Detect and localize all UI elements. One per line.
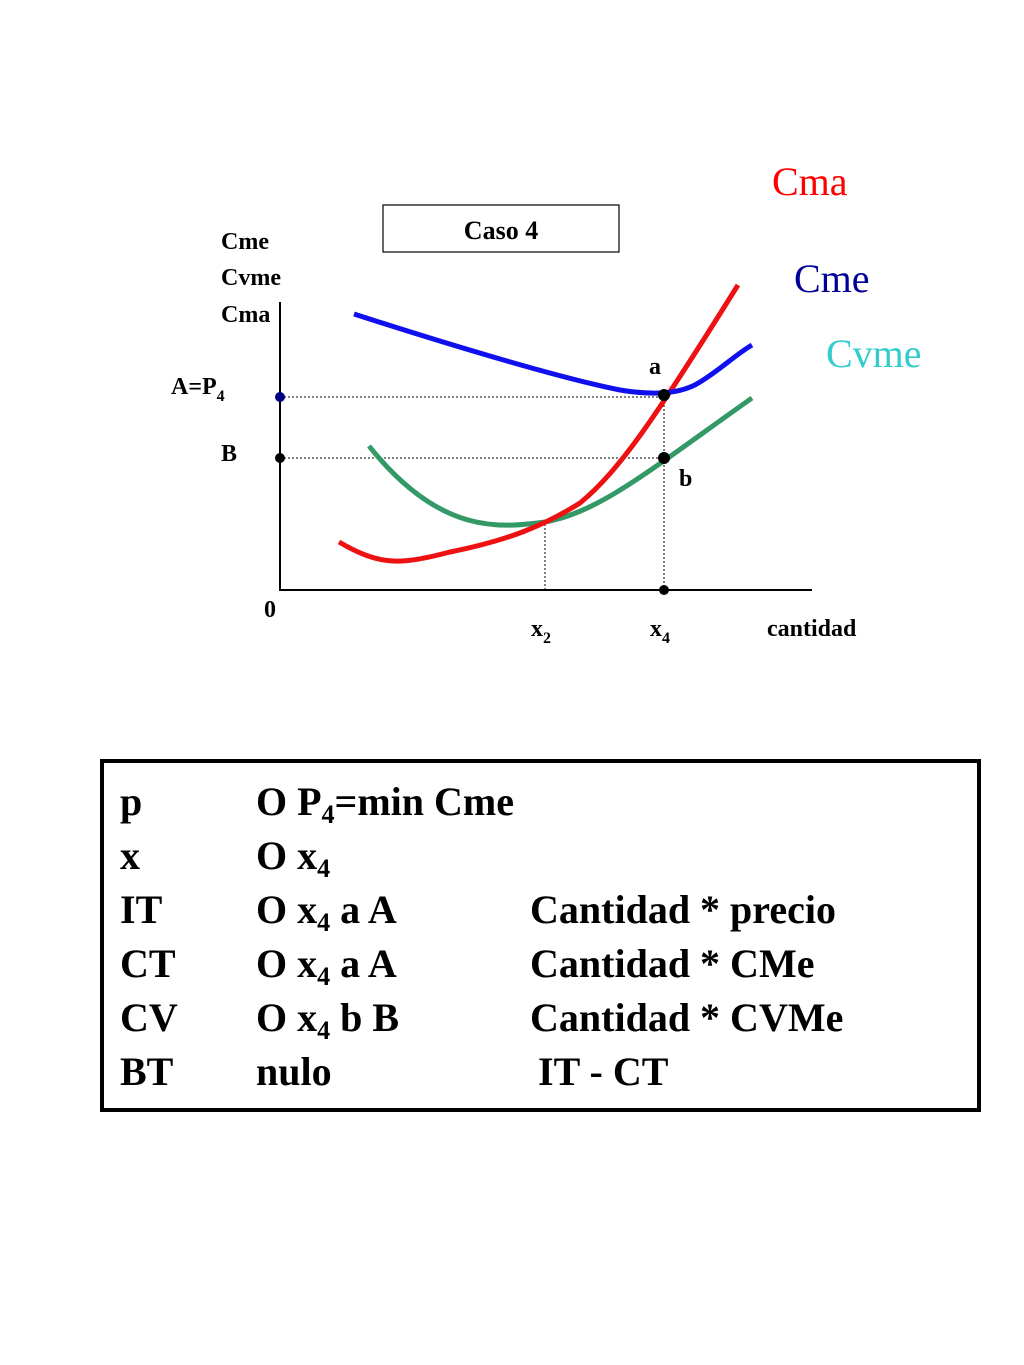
row-formula: Cantidad * CMe: [530, 941, 815, 986]
legend-cvme: Cvme: [826, 331, 922, 376]
y-axis-label-cma: Cma: [221, 302, 270, 328]
cme-curve: [353, 311, 754, 396]
summary-table: p O P4=min Cme x O x4 IT O x4 a A Cantid…: [100, 759, 981, 1112]
row-formula: Cantidad * precio: [530, 887, 836, 932]
x4-label: x4: [650, 616, 670, 647]
cma-curve: [337, 283, 741, 564]
row-variable: BT: [120, 1049, 174, 1094]
point-level-b-axis: [275, 453, 285, 463]
row-variable: CV: [120, 995, 178, 1040]
row-variable: IT: [120, 887, 163, 932]
level-label-b: B: [221, 441, 237, 467]
x2-label: x2: [531, 616, 551, 647]
cost-curves-diagram: Caso 4 Cme Cvme Cma Cma Cme Cvme a b A=P…: [171, 159, 922, 647]
row-formula: IT - CT: [538, 1049, 669, 1094]
row-formula: Cantidad * CVMe: [530, 995, 844, 1040]
y-axis-label-cvme: Cvme: [221, 265, 281, 291]
row-variable: x: [120, 833, 140, 878]
case-label: Caso 4: [464, 216, 538, 245]
cvme-curve: [367, 395, 754, 528]
price-label-a: A=P4: [171, 374, 225, 405]
y-axis-label-cme: Cme: [221, 229, 269, 255]
x-axis-label: cantidad: [767, 616, 857, 642]
row-description: nulo: [256, 1049, 332, 1094]
point-b-label: b: [679, 466, 692, 492]
row-description: O x4 a A: [256, 887, 397, 937]
case-label-box: [382, 204, 620, 253]
legend-cma: Cma: [772, 159, 848, 204]
row-description: O x4: [256, 833, 331, 883]
point-a-label: a: [649, 354, 661, 380]
row-variable: CT: [120, 941, 176, 986]
legend-cme: Cme: [794, 256, 870, 301]
point-price-a-axis: [275, 392, 285, 402]
point-a: [658, 389, 670, 401]
row-description: O x4 b B: [256, 995, 400, 1045]
origin-label: 0: [264, 597, 276, 623]
row-description: O P4=min Cme: [256, 779, 514, 829]
point-x4-axis: [659, 585, 669, 595]
point-b: [658, 452, 670, 464]
row-description: O x4 a A: [256, 941, 397, 991]
row-variable: p: [120, 779, 143, 824]
